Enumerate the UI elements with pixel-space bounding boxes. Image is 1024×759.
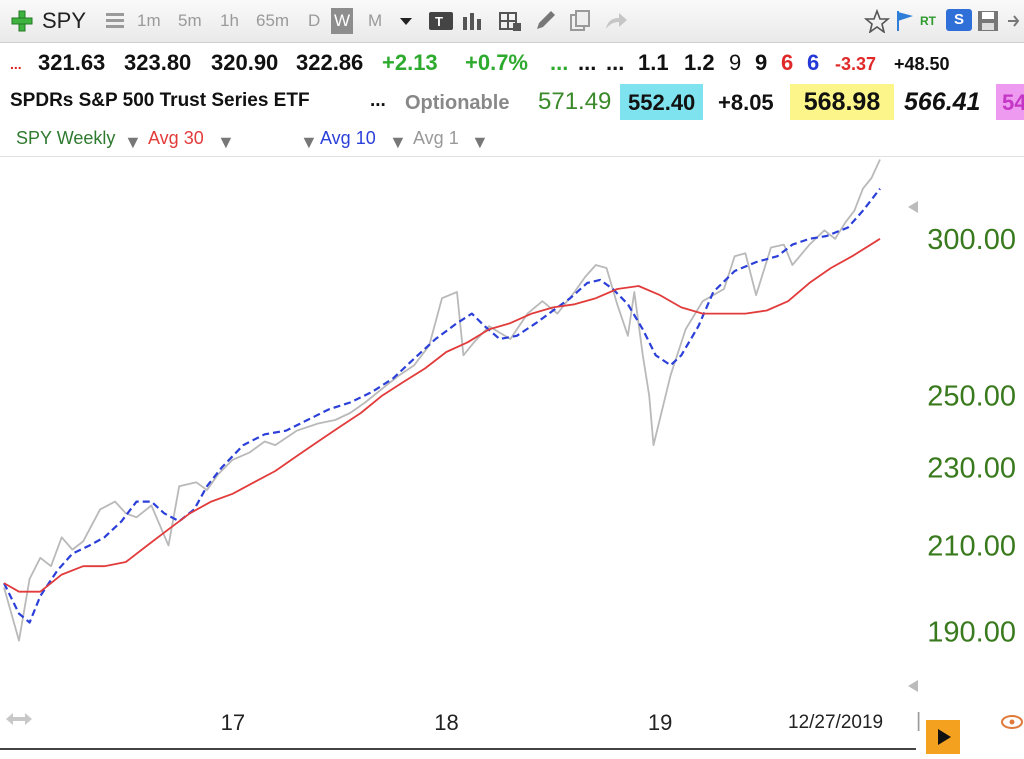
quote-high: 323.80 xyxy=(124,50,192,75)
timeframe-1m[interactable]: 1m xyxy=(137,11,161,30)
x-axis-line xyxy=(0,748,916,750)
quote-v3: 9 xyxy=(729,50,742,75)
quote-ellipsis: ... xyxy=(10,56,22,72)
quote-dots-green: ... xyxy=(550,50,569,75)
scroll-up-marker-icon[interactable] xyxy=(908,201,918,213)
legend-avg30[interactable]: Avg 30 xyxy=(148,128,204,148)
timeframe-w[interactable]: W xyxy=(331,8,354,34)
quote-change-pct: +0.7% xyxy=(465,50,528,75)
pencil-icon[interactable] xyxy=(533,9,557,33)
quote-v1: 1.1 xyxy=(638,50,669,75)
timeframe-d[interactable]: D xyxy=(308,11,321,30)
dropdown-icon[interactable] xyxy=(398,9,414,33)
x-tick-label: 17 xyxy=(220,710,246,735)
timeframe-65m[interactable]: 65m xyxy=(256,11,290,30)
star-icon[interactable] xyxy=(864,9,890,33)
share-arrow-icon[interactable] xyxy=(603,9,629,33)
realtime-label[interactable]: RT xyxy=(920,14,936,28)
legend-avg30-dropdown-icon[interactable]: ▼ xyxy=(217,132,235,152)
info-p1: 571.49 xyxy=(538,88,612,115)
svg-text:T: T xyxy=(435,14,443,29)
y-tick-label: 250.00 xyxy=(927,381,1016,413)
timeframe-5m[interactable]: 5m xyxy=(178,11,202,30)
link-icon[interactable] xyxy=(1000,712,1024,732)
timeframe-m[interactable]: M xyxy=(368,11,383,30)
play-button[interactable] xyxy=(926,720,960,754)
bar-chart-icon[interactable] xyxy=(460,9,486,33)
grid-add-icon[interactable] xyxy=(498,9,522,33)
quote-close: 322.86 xyxy=(296,50,364,75)
info-p3: +8.05 xyxy=(718,90,774,115)
legend-row: SPY Weekly ▼ Avg 30 ▼ ▼ Avg 10 ▼ Avg 1 ▼ xyxy=(0,122,1024,157)
close-window-icon[interactable] xyxy=(1004,9,1024,33)
legend-avg1-dropdown-icon[interactable]: ▼ xyxy=(471,132,489,152)
play-icon xyxy=(938,729,951,745)
timeframe-1h[interactable]: 1h xyxy=(220,11,239,30)
security-name: SPDRs S&P 500 Trust Series ETF xyxy=(10,90,310,111)
x-axis-bar: 17 18 19 12/27/2019 | xyxy=(0,702,1024,754)
pan-arrows-icon[interactable] xyxy=(4,708,34,730)
quote-open: 321.63 xyxy=(38,50,106,75)
info-p4: 568.98 xyxy=(790,84,894,120)
legend-avg10[interactable]: Avg 10 xyxy=(320,128,376,148)
quote-low: 320.90 xyxy=(211,50,279,75)
scroll-down-marker-icon[interactable] xyxy=(908,680,918,692)
info-p5: 566.41 xyxy=(904,88,981,116)
add-icon[interactable] xyxy=(10,9,34,33)
info-row: SPDRs S&P 500 Trust Series ETF ... Optio… xyxy=(0,84,1024,122)
info-dots: ... xyxy=(370,90,386,111)
quote-dots-1: ... xyxy=(578,50,597,75)
quote-row: ... 321.63 323.80 320.90 322.86 +2.13 +0… xyxy=(0,44,1024,84)
x-tick-label: 18 xyxy=(434,710,459,735)
x-tick-label: 19 xyxy=(647,710,673,735)
x-end-date-label: 12/27/2019 xyxy=(788,712,884,733)
symbol-field[interactable]: SPY xyxy=(42,8,87,33)
info-p6: 54 xyxy=(996,84,1024,120)
y-tick-label: 300.00 xyxy=(927,224,1016,256)
quote-v8: +48.50 xyxy=(894,54,950,74)
axis-corner-mark: | xyxy=(916,710,922,732)
price-chart[interactable]: 190.00 210.00 230.00 250.00 300.00 xyxy=(0,158,1024,702)
quote-v7: -3.37 xyxy=(835,54,877,74)
legend-empty-dropdown-icon[interactable]: ▼ xyxy=(300,132,318,152)
s-menu-button[interactable]: S xyxy=(946,9,972,31)
y-tick-label: 210.00 xyxy=(927,530,1016,562)
list-icon[interactable] xyxy=(104,9,126,33)
quote-v4: 9 xyxy=(755,50,768,75)
quote-v2: 1.2 xyxy=(684,50,715,75)
legend-avg10-dropdown-icon[interactable]: ▼ xyxy=(389,132,407,152)
info-p2: 552.40 xyxy=(620,84,704,120)
toolbar: SPY 1m 5m 1h 65m D W M T RT S xyxy=(0,0,1024,43)
series-line-avg-1 xyxy=(3,159,881,642)
quote-change: +2.13 xyxy=(382,50,438,75)
legend-series[interactable]: SPY Weekly xyxy=(16,128,116,148)
optionable-label: Optionable xyxy=(405,92,510,114)
quote-dots-2: ... xyxy=(606,50,625,75)
text-tool-icon[interactable]: T xyxy=(428,9,454,33)
y-tick-label: 190.00 xyxy=(927,617,1016,649)
save-icon[interactable] xyxy=(976,9,1000,33)
series-line-avg-10 xyxy=(3,188,881,624)
flag-icon[interactable] xyxy=(894,9,916,33)
quote-v6: 6 xyxy=(807,50,820,75)
series-line-avg-30 xyxy=(3,238,881,593)
copy-icon[interactable] xyxy=(568,9,592,33)
legend-avg1[interactable]: Avg 1 xyxy=(413,128,459,148)
quote-v5: 6 xyxy=(781,50,794,75)
legend-series-dropdown-icon[interactable]: ▼ xyxy=(124,132,142,152)
y-tick-label: 230.00 xyxy=(927,452,1016,484)
